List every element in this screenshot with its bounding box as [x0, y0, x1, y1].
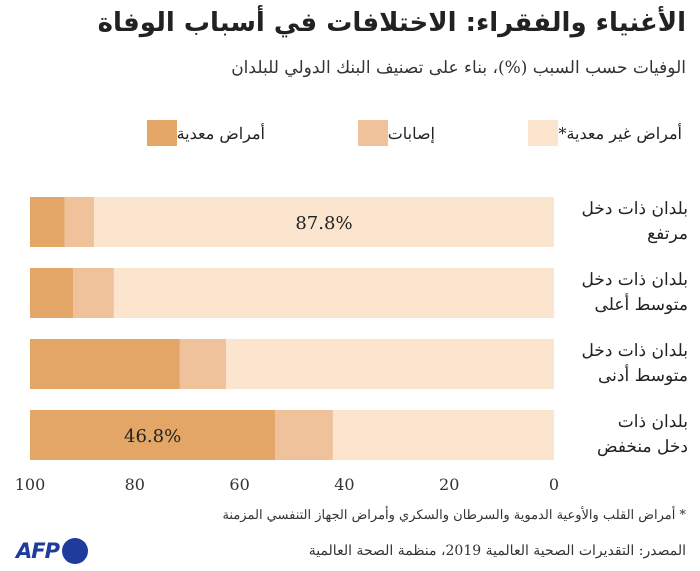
bar-segment — [275, 410, 333, 460]
bar-segment — [93, 197, 554, 247]
bar-segment — [64, 197, 94, 247]
category-line: بلدان ذات — [617, 412, 688, 432]
legend-swatch — [357, 120, 388, 146]
data-label: 87.8% — [295, 213, 352, 234]
category-label: بلدان ذات دخل مرتفع — [558, 197, 688, 247]
chart-subtitle: الوفيات حسب السبب (%)، بناء على تصنيف ال… — [231, 58, 686, 78]
category-label: بلدان ذات دخل متوسط أعلى — [558, 268, 688, 318]
bar-segment — [30, 339, 180, 389]
category-label: بلدان ذات دخل متوسط أدنى — [558, 339, 688, 389]
source-note: المصدر: التقديرات الصحية العالمية 2019، … — [308, 543, 686, 559]
category-label: بلدان ذات دخل منخفض — [558, 410, 688, 460]
category-line: متوسط أعلى — [594, 295, 688, 315]
bar-segment — [332, 410, 554, 460]
chart-title: الأغنياء والفقراء: الاختلافات في أسباب ا… — [97, 8, 686, 38]
legend-label: أمراض غير معدية* — [558, 123, 682, 143]
legend-label: إصابات — [387, 123, 435, 143]
bar-segment — [225, 339, 554, 389]
legend-item-injuries: إصابات — [350, 120, 435, 146]
x-tick-label: 40 — [334, 475, 354, 494]
x-tick-label: 80 — [125, 475, 145, 494]
bar-segment — [179, 339, 226, 389]
legend-swatch — [146, 120, 177, 146]
bar-segment — [113, 268, 554, 318]
category-line: بلدان ذات دخل — [581, 341, 688, 361]
x-tick-label: 60 — [229, 475, 249, 494]
category-line: متوسط أدنى — [598, 366, 688, 386]
afp-logo: AFP — [16, 538, 88, 564]
legend-label: أمراض معدية — [176, 123, 265, 143]
bar-segment — [30, 268, 73, 318]
bar-segment — [72, 268, 114, 318]
x-tick-label: 0 — [549, 475, 559, 494]
category-line: بلدان ذات دخل — [581, 199, 688, 219]
category-line: دخل منخفض — [597, 437, 688, 457]
bar-segment — [30, 410, 276, 460]
data-label: 46.8% — [124, 426, 181, 447]
x-tick-label: 100 — [15, 475, 46, 494]
legend-item-noncommunicable: أمراض غير معدية* — [520, 120, 682, 146]
bar-segment — [30, 197, 65, 247]
x-tick-label: 20 — [439, 475, 459, 494]
category-line: مرتفع — [647, 224, 688, 244]
category-line: بلدان ذات دخل — [581, 270, 688, 290]
legend-swatch — [528, 120, 559, 146]
legend-item-communicable: أمراض معدية — [139, 120, 265, 146]
footnote: * أمراض القلب والأوعية الدموية والسرطان … — [222, 508, 686, 523]
